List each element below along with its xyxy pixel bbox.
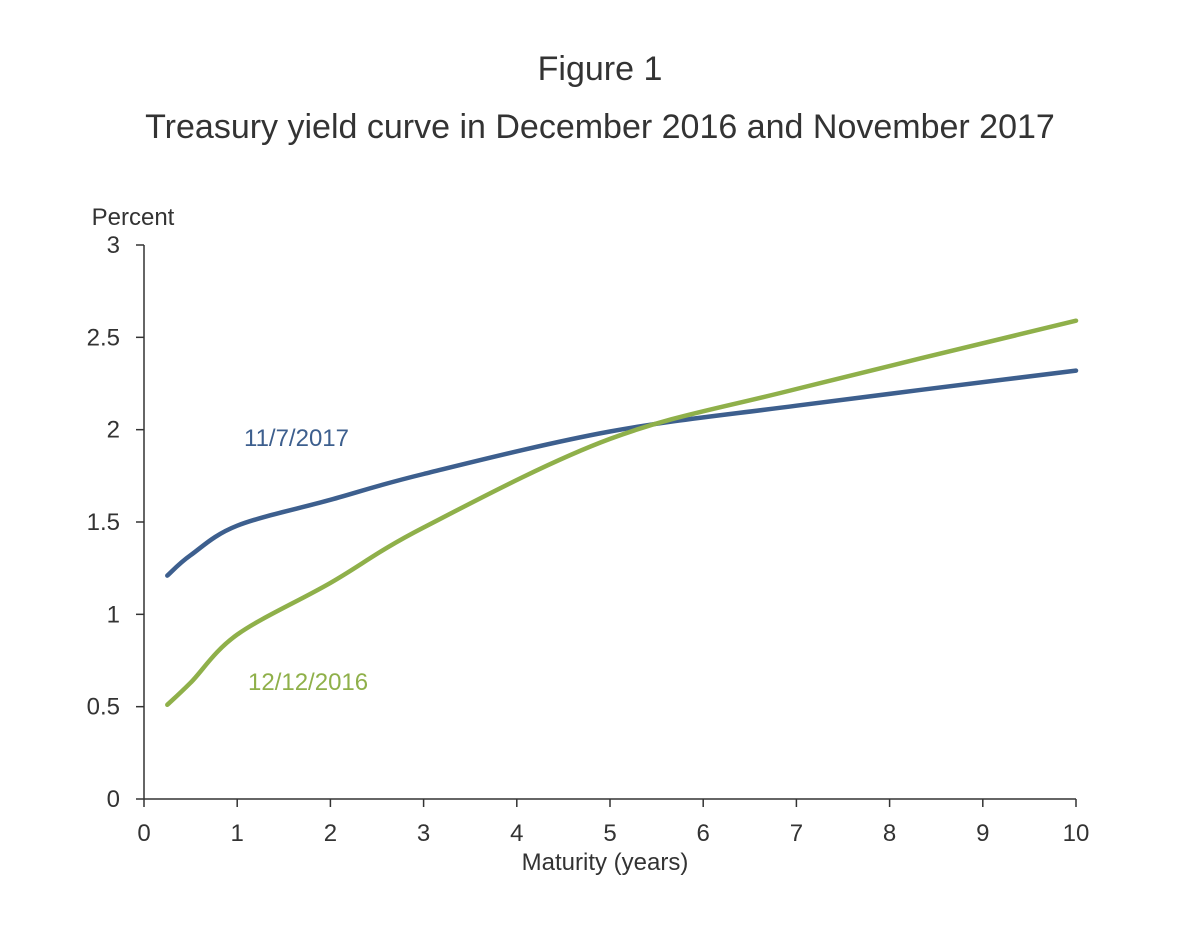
y-tick-label: 0.5 [87, 694, 120, 721]
x-tick-label: 0 [137, 820, 150, 847]
x-tick-label: 10 [1063, 820, 1090, 847]
x-tick-label: 6 [697, 820, 710, 847]
x-tick-label: 5 [603, 820, 616, 847]
y-tick-label: 1.5 [87, 509, 120, 536]
y-tick-label: 1 [107, 601, 120, 628]
series-label-1: 12/12/2016 [248, 669, 368, 696]
y-tick-label: 3 [107, 232, 120, 259]
axes: 0 0.5 1 1.5 2 2.5 3 0 1 2 3 4 5 6 7 8 9 10 [87, 232, 1090, 847]
x-tick-label: 8 [883, 820, 896, 847]
series-line-0 [165, 368, 1079, 578]
y-axis-label: Percent [92, 204, 175, 231]
y-tick-label: 2.5 [87, 324, 120, 351]
y-tick-label: 2 [107, 417, 120, 444]
x-tick-label: 1 [231, 820, 244, 847]
x-tick-label: 7 [790, 820, 803, 847]
chart-title: Treasury yield curve in December 2016 an… [145, 108, 1055, 146]
y-tick-label: 0 [107, 786, 120, 813]
figure-label: Figure 1 [537, 50, 663, 88]
series-layer: 11/7/2017 12/12/2016 [165, 318, 1079, 708]
series-label-0: 11/7/2017 [244, 425, 349, 452]
x-tick-label: 4 [510, 820, 523, 847]
x-axis-label: Maturity (years) [522, 849, 689, 876]
series-line-1 [165, 318, 1079, 708]
x-tick-label: 2 [324, 820, 337, 847]
x-tick-label: 3 [417, 820, 430, 847]
x-tick-label: 9 [976, 820, 989, 847]
